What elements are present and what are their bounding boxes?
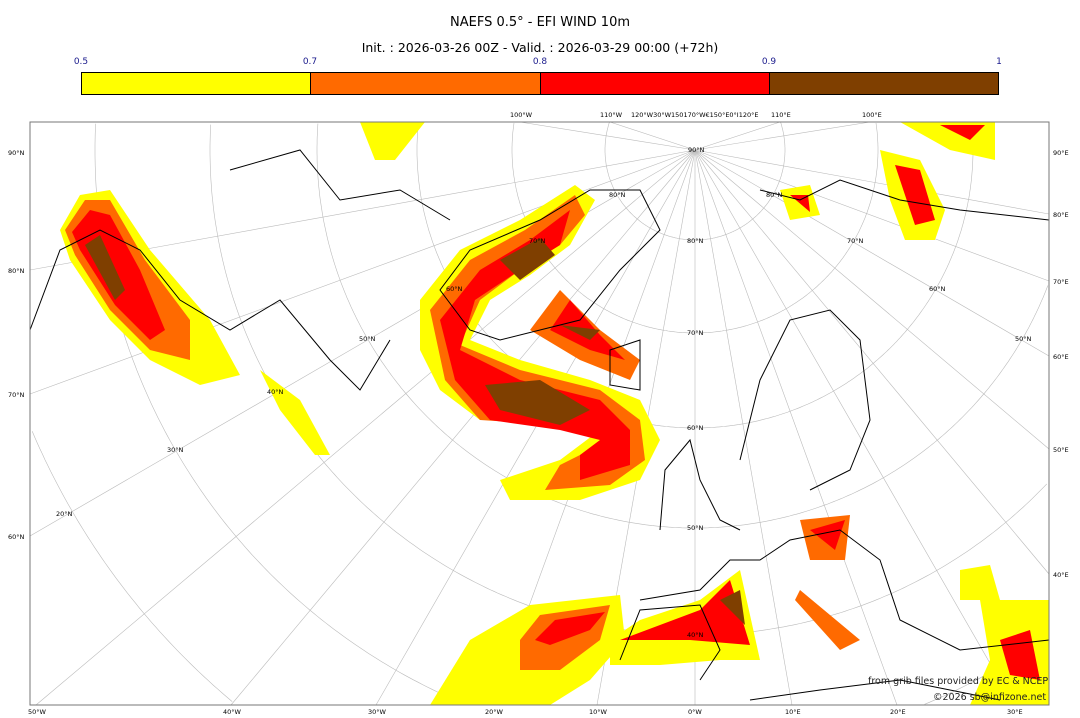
colorbar-tick: 0.5: [73, 57, 89, 67]
lat-label: 40°N: [687, 631, 704, 639]
lat-label: 60°N: [446, 285, 463, 293]
map-frame: [29, 121, 1050, 706]
lat-label: 70°N: [8, 391, 25, 399]
colorbar-bin: [769, 73, 998, 94]
lat-label: 70°N: [687, 329, 704, 337]
lat-label: 30°N: [167, 446, 184, 454]
lat-label: 60°N: [929, 285, 946, 293]
lat-label: 50°N: [1015, 335, 1032, 343]
lat-label: 70°N: [529, 237, 546, 245]
lon-label: 50°W: [28, 708, 47, 716]
lon-label: 120°W30°W150170°W€150°E0°I120°E: [631, 111, 759, 119]
lon-label: 20°E: [890, 708, 906, 716]
lon-label: 110°W: [600, 111, 623, 119]
lat-label: 40°N: [267, 388, 284, 396]
latitude-circle: [316, 123, 1049, 529]
lon-label: 60°E: [1053, 353, 1069, 361]
latitude-circle: [209, 124, 1048, 636]
colorbar-bin: [540, 73, 770, 94]
lon-label: 30°E: [1007, 708, 1023, 716]
lon-label: 10°E: [785, 708, 801, 716]
lon-label: 40°E: [1053, 571, 1069, 579]
lat-label: 80°N: [609, 191, 626, 199]
graticule-labels: 90°N 80°N 70°N 60°N 90°E 80°E 70°E 60°E …: [8, 111, 1069, 716]
lat-label: 20°N: [56, 510, 73, 518]
lon-label: 0°W: [688, 708, 702, 716]
lat-label: 70°N: [847, 237, 864, 245]
lon-label: 50°E: [1053, 446, 1069, 454]
lon-label: 100°E: [862, 111, 882, 119]
lon-label: 80°E: [1053, 211, 1069, 219]
latitude-circle: [604, 122, 786, 241]
colorbar: [81, 72, 999, 95]
copyright: ©2026 sb@infizone.net: [933, 692, 1047, 703]
lon-label: 90°E: [1053, 149, 1069, 157]
lon-label: 10°W: [589, 708, 608, 716]
lat-label: 90°N: [8, 149, 25, 157]
colorbar-tick: 0.7: [302, 57, 318, 67]
colorbar-tick: 1: [996, 57, 1002, 67]
data-source-credit: from grib files provided by EC & NCEP: [868, 676, 1049, 687]
lat-label: 50°N: [687, 524, 704, 532]
colorbar-tick: 0.8: [532, 57, 548, 67]
lat-label: 60°N: [687, 424, 704, 432]
colorbar-tick: 0.9: [761, 57, 777, 67]
lat-label: 60°N: [8, 533, 25, 541]
lat-label: 80°N: [8, 267, 25, 275]
coastlines: [29, 149, 1050, 701]
latitude-circle: [31, 431, 233, 702]
lon-label: 70°E: [1053, 278, 1069, 286]
lon-label: 40°W: [223, 708, 242, 716]
lon-label: 20°W: [485, 708, 504, 716]
lat-label: 90°N: [688, 146, 705, 154]
lat-label: 80°N: [766, 191, 783, 199]
lon-label: 30°W: [368, 708, 387, 716]
lat-label: 50°N: [359, 335, 376, 343]
lon-label: 100°W: [510, 111, 533, 119]
colorbar-bin: [311, 73, 541, 94]
lat-label: 80°N: [687, 237, 704, 245]
efi-field: [60, 122, 1049, 705]
colorbar-bin: [82, 73, 312, 94]
map-title: NAEFS 0.5° - EFI WIND 10m: [449, 15, 630, 30]
lon-label: 110°E: [771, 111, 791, 119]
map-subtitle: Init. : 2026-03-26 00Z - Valid. : 2026-0…: [361, 40, 719, 55]
